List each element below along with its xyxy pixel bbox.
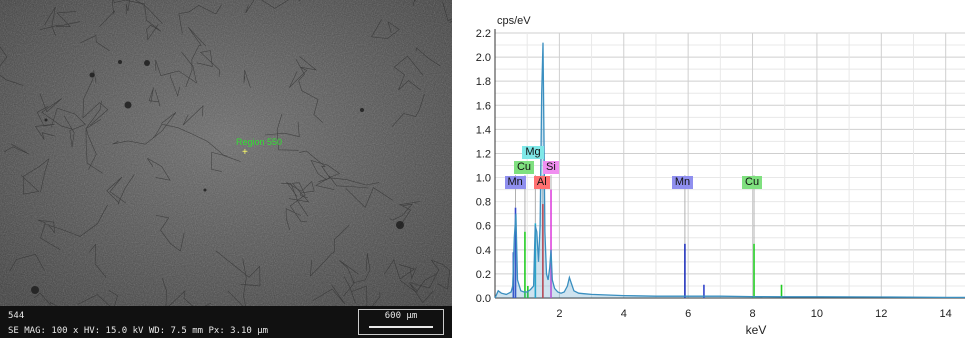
y-tick-label: 1.2 <box>476 148 491 160</box>
scale-bar: 600 µm <box>358 309 444 335</box>
element-tag-mn: Mn <box>504 176 526 189</box>
element-tag-si: Si <box>543 161 559 174</box>
sample-id: 544 <box>8 311 25 321</box>
x-tick-label: 4 <box>621 308 627 320</box>
spot-marker: + <box>242 147 248 158</box>
sem-micrograph <box>0 0 452 306</box>
sem-image: Region 550 + 544 SE MAG: 100 x HV: 15.0 … <box>0 0 452 338</box>
y-axis-label: cps/eV <box>497 15 531 27</box>
y-tick-label: 0.6 <box>476 221 491 233</box>
eds-spectrum-chart: 0.0 0.2 0.4 0.6 0.8 1.0 1.2 1.4 1.6 1.8 2.0 2.2 2 4 6 8… <box>452 0 972 338</box>
x-tick-label: 2 <box>556 308 562 320</box>
sem-info-bar: 544 SE MAG: 100 x HV: 15.0 kV WD: 7.5 mm… <box>0 306 452 338</box>
x-axis-label: keV <box>746 323 767 337</box>
y-tick-label: 0.8 <box>476 197 491 209</box>
element-tag-cu: Cu <box>742 176 763 189</box>
element-tag-mn: Mn <box>671 176 694 189</box>
y-tick-label: 2.2 <box>476 28 491 40</box>
sem-pits <box>31 60 404 294</box>
scale-bar-line <box>369 326 433 328</box>
y-tick-label: 0.2 <box>476 269 491 281</box>
x-tick-label: 10 <box>811 308 823 320</box>
y-tick-label: 1.6 <box>476 100 491 112</box>
x-tick-label: 8 <box>749 308 755 320</box>
y-tick-label: 1.4 <box>476 124 491 136</box>
scale-bar-label: 600 µm <box>384 311 418 321</box>
y-tick-label: 2.0 <box>476 52 491 64</box>
element-tag-cu: Cu <box>513 161 534 174</box>
y-tick-label: 0.4 <box>476 245 491 257</box>
x-tick-label: 6 <box>685 308 691 320</box>
y-tick-label: 1.0 <box>476 173 491 185</box>
element-tag-al: Al <box>533 176 550 189</box>
y-tick-label: 0.0 <box>476 293 491 305</box>
spot-label: Region 550 <box>236 137 283 147</box>
y-tick-label: 1.8 <box>476 76 491 88</box>
x-tick-label: 12 <box>875 308 887 320</box>
acquisition-params: SE MAG: 100 x HV: 15.0 kV WD: 7.5 mm Px:… <box>8 326 269 336</box>
sem-texture <box>0 0 452 306</box>
eds-spectrum-svg: 0.0 0.2 0.4 0.6 0.8 1.0 1.2 1.4 1.6 1.8 2.0 2.2 2 4 6 8… <box>476 15 965 337</box>
spectrum-fill <box>495 42 965 298</box>
sem-surface-cracks <box>0 0 452 306</box>
x-tick-label: 14 <box>940 308 952 320</box>
spectrum-line <box>494 42 965 299</box>
element-tag-mg: Mg <box>522 146 544 159</box>
